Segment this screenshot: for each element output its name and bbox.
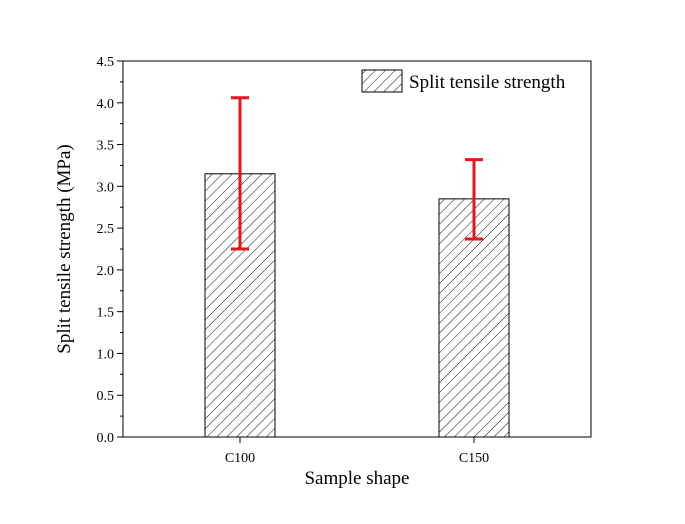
x-tick-label: C150 — [459, 451, 489, 466]
y-tick-label: 3.0 — [97, 180, 115, 195]
error-bars-layer — [231, 96, 483, 251]
y-tick-label: 4.5 — [97, 55, 115, 70]
y-tick-label: 0.0 — [97, 431, 115, 446]
x-tick-label: C100 — [225, 451, 255, 466]
y-tick-label: 0.5 — [97, 389, 115, 404]
legend-swatch — [361, 69, 403, 93]
y-axis-label: Split tensile strength (MPa) — [54, 144, 75, 354]
y-tick-label: 2.0 — [97, 264, 115, 279]
plot-area-frame — [122, 60, 592, 438]
bars-layer — [204, 173, 510, 438]
y-axis: 0.0 0.5 1.0 1.5 2.0 2.5 3.0 3.5 4.0 4.5 — [97, 55, 123, 446]
y-tick-label: 1.0 — [97, 347, 115, 362]
y-tick-label: 4.0 — [97, 97, 115, 112]
legend-label: Split tensile strength — [409, 72, 566, 93]
y-tick-label: 2.5 — [97, 222, 115, 237]
legend: Split tensile strength — [361, 69, 566, 93]
y-tick-label: 1.5 — [97, 306, 115, 321]
x-axis-label: Sample shape — [304, 468, 409, 489]
x-axis: C100 C150 — [225, 437, 489, 466]
y-tick-label: 3.5 — [97, 139, 115, 154]
